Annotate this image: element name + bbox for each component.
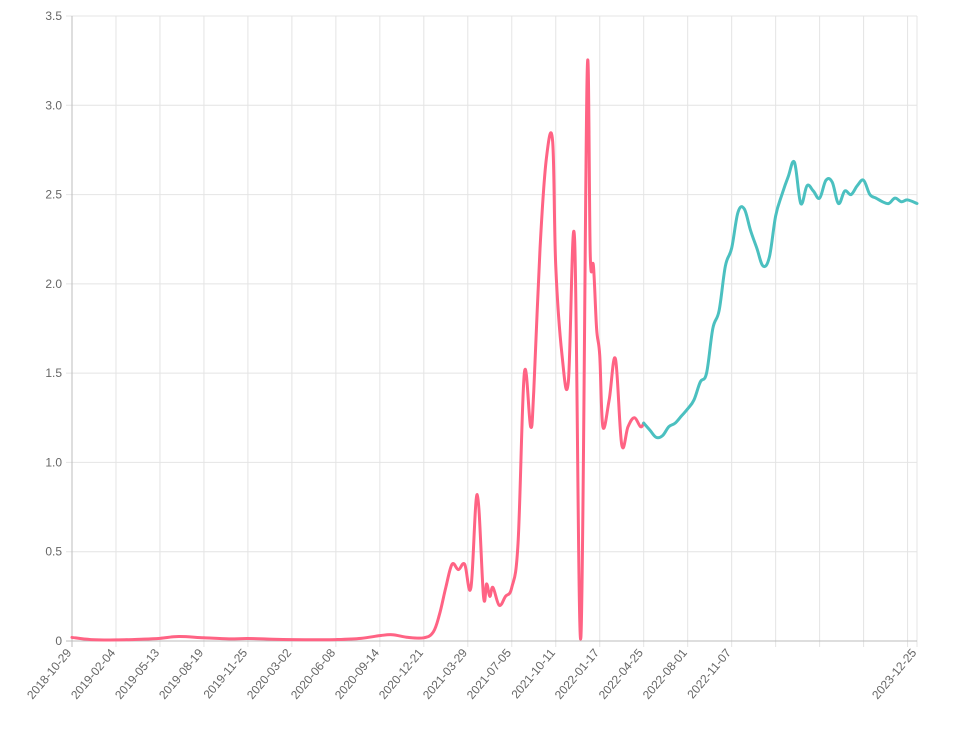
y-tick-label: 1.0	[45, 455, 62, 469]
x-tick-label: 2023-12-25	[869, 646, 919, 702]
series-1	[642, 159, 919, 440]
x-tick-label: 2022-04-25	[596, 646, 646, 702]
series-0	[70, 58, 646, 642]
series-line	[70, 58, 646, 642]
x-tick-label: 2021-07-05	[464, 646, 514, 702]
x-tick-label: 2022-11-07	[684, 646, 734, 702]
x-tick-label: 2022-01-17	[552, 646, 602, 702]
x-tick-label: 2021-03-29	[420, 646, 470, 702]
y-tick-label: 3.5	[45, 9, 62, 23]
x-tick-label: 2019-08-19	[156, 646, 206, 702]
x-tick-label: 2018-10-29	[24, 646, 74, 702]
y-tick-label: 3.0	[45, 98, 62, 112]
y-tick-label: 0.5	[45, 545, 62, 559]
series-lines	[70, 58, 919, 642]
x-tick-label: 2020-06-08	[288, 646, 338, 702]
y-tick-label: 2.0	[45, 277, 62, 291]
series-line	[642, 159, 919, 440]
x-tick-label: 2020-12-21	[376, 646, 426, 702]
y-tick-label: 0	[55, 634, 62, 648]
x-tick-label: 2022-08-01	[640, 646, 690, 702]
y-axis-tick-labels: 0 0.5 1.0 1.5 2.0 2.5 3.0 3.5	[45, 9, 62, 648]
x-tick-label: 2019-05-13	[112, 646, 162, 702]
x-axis-tick-labels: 2018-10-292019-02-042019-05-132019-08-19…	[24, 646, 919, 702]
y-tick-label: 2.5	[45, 188, 62, 202]
x-tick-label: 2020-09-14	[332, 646, 382, 702]
axes	[71, 16, 917, 642]
y-tick-label: 1.5	[45, 366, 62, 380]
grid	[66, 15, 918, 647]
x-tick-label: 2020-03-02	[244, 646, 294, 702]
x-tick-label: 2019-02-04	[68, 646, 118, 702]
